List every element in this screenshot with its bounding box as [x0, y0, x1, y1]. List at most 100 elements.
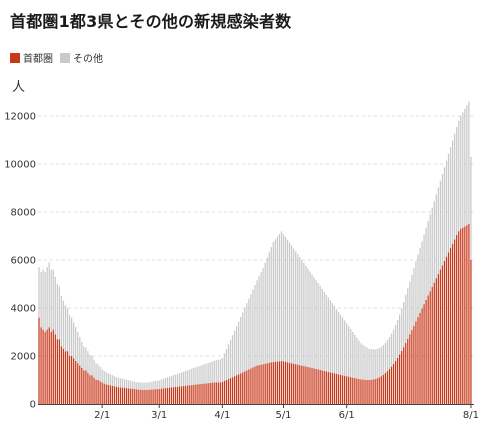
bar-shutoken	[62, 348, 65, 404]
bar-shutoken	[447, 252, 450, 404]
bar-sonota	[142, 382, 144, 390]
bar-sonota	[282, 234, 285, 362]
bar-sonota	[136, 382, 138, 390]
bar-shutoken	[64, 351, 67, 404]
bar-sonota	[394, 325, 397, 362]
bar-sonota	[138, 382, 140, 390]
bar-sonota	[79, 336, 81, 366]
bar-shutoken	[207, 383, 209, 404]
bar-shutoken	[258, 365, 260, 404]
bar-shutoken	[299, 365, 301, 404]
bar-sonota	[229, 339, 232, 379]
bar-shutoken	[382, 374, 384, 404]
bar-sonota	[103, 371, 105, 384]
bar-shutoken	[87, 372, 89, 404]
bar-sonota	[399, 314, 401, 355]
bar-shutoken	[121, 387, 124, 404]
legend-item-shutoken: 首都圏	[10, 50, 53, 65]
bar-shutoken	[333, 373, 336, 404]
bar-sonota	[70, 317, 73, 356]
bar-shutoken	[56, 339, 58, 404]
bar-shutoken	[99, 381, 101, 404]
y-tick-label: 8000	[11, 208, 36, 219]
bar-shutoken	[435, 278, 437, 404]
bar-sonota	[85, 347, 87, 371]
bar-shutoken	[264, 363, 266, 404]
bar-shutoken	[337, 374, 340, 404]
bar-sonota	[429, 214, 431, 292]
bar-sonota	[435, 194, 437, 279]
bar-shutoken	[278, 361, 281, 404]
bar-shutoken	[451, 243, 454, 404]
bar-sonota	[456, 127, 458, 236]
bar-sonota	[451, 140, 454, 244]
bar-shutoken	[376, 378, 378, 404]
bar-shutoken	[91, 375, 93, 404]
bar-sonota	[443, 167, 446, 261]
y-tick-label: 6000	[11, 256, 36, 267]
bar-sonota	[392, 329, 395, 364]
bar-sonota	[441, 174, 444, 266]
bar-shutoken	[396, 357, 399, 404]
y-tick-label: 4000	[11, 304, 36, 315]
bar-sonota	[372, 349, 374, 380]
bar-sonota	[413, 268, 415, 326]
bar-sonota	[111, 375, 113, 386]
bar-shutoken	[415, 321, 417, 404]
bar-shutoken	[217, 382, 219, 404]
bar-shutoken	[458, 231, 460, 404]
x-tick-label: 5/1	[275, 410, 291, 421]
bar-shutoken	[268, 362, 270, 404]
bar-sonota	[329, 300, 331, 373]
bar-sonota	[172, 375, 175, 388]
bar-sonota	[195, 367, 197, 385]
bar-shutoken	[254, 366, 256, 404]
bar-shutoken	[138, 389, 140, 404]
bar-shutoken	[38, 317, 40, 404]
bar-sonota	[382, 345, 384, 375]
bar-sonota	[276, 236, 279, 362]
bar-sonota	[105, 372, 107, 385]
bar-sonota	[291, 245, 293, 364]
bar-sonota	[301, 260, 303, 366]
bar-sonota	[101, 369, 103, 383]
x-tick-label: 3/1	[151, 410, 167, 421]
bar-sonota	[170, 375, 173, 388]
bar-sonota	[213, 360, 215, 383]
bar-shutoken	[44, 332, 46, 404]
bar-shutoken	[46, 329, 48, 404]
bar-sonota	[207, 362, 209, 384]
bar-sonota	[366, 347, 368, 380]
bar-sonota	[433, 200, 435, 283]
bar-sonota	[354, 334, 356, 379]
bar-shutoken	[152, 389, 154, 404]
bar-sonota	[168, 376, 171, 388]
bar-shutoken	[409, 334, 411, 404]
bar-sonota	[197, 366, 199, 385]
bar-shutoken	[313, 368, 315, 404]
bar-sonota	[48, 262, 50, 328]
bar-shutoken	[130, 388, 132, 404]
bar-shutoken	[374, 379, 376, 404]
bar-shutoken	[144, 389, 146, 404]
bar-sonota	[333, 306, 336, 374]
bar-sonota	[425, 227, 427, 300]
bar-shutoken	[81, 368, 83, 404]
bar-sonota	[356, 337, 358, 379]
bar-sonota	[288, 242, 291, 363]
bar-sonota	[350, 329, 352, 378]
bar-shutoken	[156, 389, 158, 404]
bar-sonota	[268, 252, 270, 363]
bar-sonota	[174, 374, 177, 387]
bar-shutoken	[221, 381, 224, 404]
bar-shutoken	[394, 361, 397, 404]
bar-shutoken	[274, 361, 276, 404]
bar-sonota	[337, 311, 340, 375]
bar-shutoken	[464, 226, 466, 404]
bar-shutoken	[77, 363, 79, 404]
bar-shutoken	[262, 364, 264, 404]
bar-sonota	[148, 382, 150, 390]
bar-shutoken	[343, 375, 346, 404]
bar-shutoken	[280, 361, 283, 404]
bar-shutoken	[468, 224, 470, 404]
